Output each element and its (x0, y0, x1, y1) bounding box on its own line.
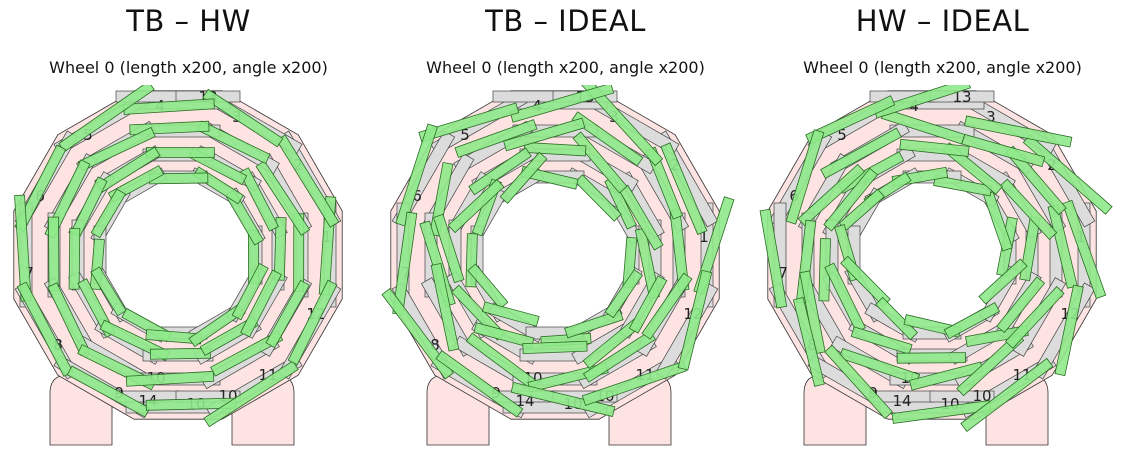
displaced-chamber (231, 262, 269, 321)
displaced-chamber (896, 352, 966, 364)
displaced-chamber (943, 302, 1001, 340)
displaced-chamber (785, 129, 825, 225)
displaced-chamber (381, 287, 454, 380)
displaced-chamber (641, 272, 693, 340)
displaced-chamber (574, 174, 622, 222)
displaced-chamber (467, 263, 509, 310)
wheel-diagram: 12345678910111213141010 (381, 85, 735, 446)
displaced-chamber (964, 115, 1073, 148)
displaced-chamber (125, 370, 215, 387)
displaced-chamber (509, 85, 615, 123)
displaced-chamber (240, 269, 282, 338)
displaced-chamber (510, 381, 616, 417)
displaced-chamber (799, 270, 826, 355)
displaced-chamber (447, 179, 505, 234)
displaced-chamber (1054, 284, 1084, 377)
sector-label-7: 7 (778, 264, 788, 282)
panel-subtitle: Wheel 0 (length x200, angle x200) (803, 58, 1082, 77)
panel-title: HW – IDEAL (855, 4, 1030, 38)
displaced-chamber (149, 347, 211, 360)
displaced-chamber (430, 262, 460, 352)
panel-title: TB – HW (126, 4, 251, 38)
displaced-chamber (499, 151, 548, 204)
displaced-chamber (418, 102, 520, 143)
displaced-chamber (660, 142, 708, 236)
nominal-chamber (492, 90, 558, 103)
displaced-chamber (90, 266, 127, 317)
displaced-chamber (960, 357, 1054, 433)
displaced-chamber (202, 88, 284, 148)
displaced-chamber (581, 85, 664, 167)
displaced-chamber (395, 123, 438, 227)
sector-label-1: 1 (699, 228, 709, 246)
displaced-chamber (90, 188, 127, 239)
displaced-chamber (823, 167, 879, 232)
wheel-diagram: 12345678910111213141010 (13, 85, 343, 446)
displaced-chamber (287, 279, 338, 366)
displaced-chamber (468, 147, 532, 196)
displaced-chamber (604, 269, 644, 319)
displaced-chamber (265, 279, 310, 349)
displaced-chamber (503, 117, 586, 152)
displaced-chamber (628, 275, 668, 334)
displaced-chamber (435, 350, 524, 418)
displaced-chamber (522, 340, 588, 355)
panel-hw-ideal: HW – IDEAL Wheel 0 (length x200, angle x… (754, 0, 1131, 452)
displaced-chamber (820, 127, 902, 179)
displaced-chamber (792, 296, 825, 387)
displaced-chamber (1004, 286, 1065, 349)
panel-tb-ideal: TB – IDEAL Wheel 0 (length x200, angle x… (377, 0, 754, 452)
sector-label-5: 5 (460, 126, 470, 144)
displaced-chamber (805, 95, 896, 145)
displaced-chamber (571, 111, 644, 167)
sector-label-14: 14 (892, 392, 911, 410)
displaced-chamber (978, 258, 1028, 305)
displaced-chamber (68, 228, 81, 290)
sector-label-5: 5 (837, 126, 847, 144)
displaced-chamber (850, 326, 913, 355)
displaced-chamber (564, 309, 624, 339)
displaced-chamber (433, 213, 465, 284)
sector-label-8: 8 (430, 336, 440, 354)
panel-tb-hw: TB – HW Wheel 0 (length x200, angle x200… (0, 0, 377, 452)
panel-subtitle: Wheel 0 (length x200, angle x200) (49, 58, 328, 77)
displaced-chamber (797, 163, 866, 227)
displaced-chamber (996, 276, 1046, 334)
displaced-chamber (999, 178, 1058, 241)
displaced-chamber (899, 138, 970, 157)
displaced-chamber (572, 131, 628, 194)
sector-label-6: 6 (412, 187, 422, 205)
displaced-chamber (454, 119, 538, 158)
displaced-chamber (933, 175, 993, 197)
displaced-chamber (677, 269, 713, 371)
displaced-chamber (203, 360, 299, 428)
panel-subtitle: Wheel 0 (length x200, angle x200) (426, 58, 705, 77)
displaced-chamber (1062, 199, 1107, 300)
displaced-chamber (273, 217, 287, 281)
wheel-diagram: 12345678910111213141010 (759, 85, 1113, 446)
displaced-chamber (66, 365, 151, 418)
displaced-chamber (481, 301, 540, 327)
displaced-chamber (875, 296, 919, 341)
displaced-chamber (759, 208, 788, 309)
displaced-chamber (824, 344, 893, 420)
displaced-chamber (48, 216, 60, 292)
sector-label-3: 3 (986, 108, 996, 126)
displaced-chamber (255, 160, 311, 236)
panel-title: TB – IDEAL (485, 4, 646, 38)
displaced-chamber (238, 167, 280, 232)
